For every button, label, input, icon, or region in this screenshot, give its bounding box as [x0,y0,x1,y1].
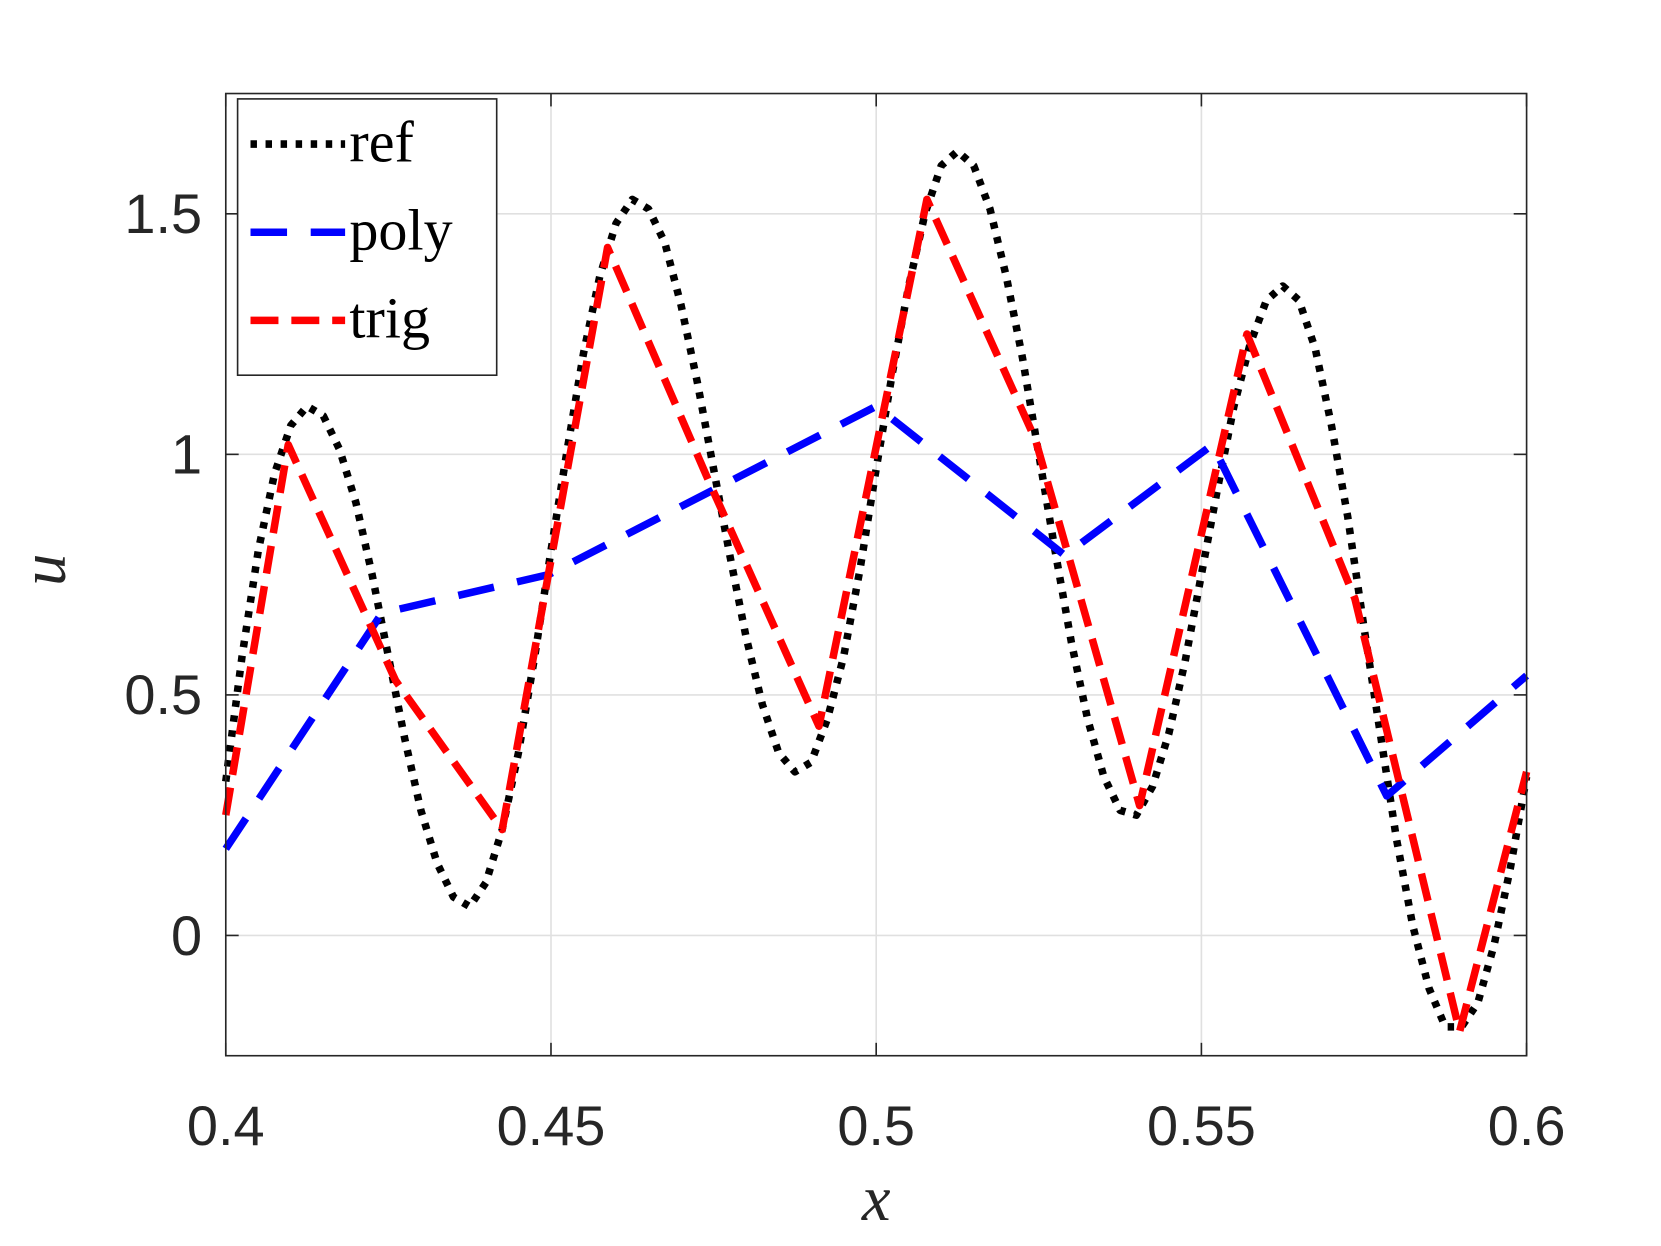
series-line [222,195,1531,1036]
legend-label: trig [349,286,430,351]
x-tick-label: 0.6 [1488,1094,1566,1157]
x-tick-label: 0.45 [497,1094,606,1157]
x-tick-label: 0.4 [187,1094,265,1157]
legend-label: poly [349,197,452,262]
series-line [222,402,1530,851]
x-tick-label: 0.5 [837,1094,915,1157]
ticks: 0.4 0.45 0.5 0.55 0.6 0 0.5 1 1.5 [124,93,1566,1157]
x-tick-label: 0.55 [1147,1094,1256,1157]
y-tick-label: 0 [171,904,202,967]
plot-area [222,147,1531,1036]
y-tick-label: 0.5 [124,663,202,726]
y-tick-label: 1.5 [124,182,202,245]
y-tick-label: 1 [171,423,202,486]
y-axis-label: u [8,554,79,586]
x-axis-label: x [861,1163,891,1234]
legend-label: ref [349,109,414,174]
legend: ref poly trig [236,98,498,377]
